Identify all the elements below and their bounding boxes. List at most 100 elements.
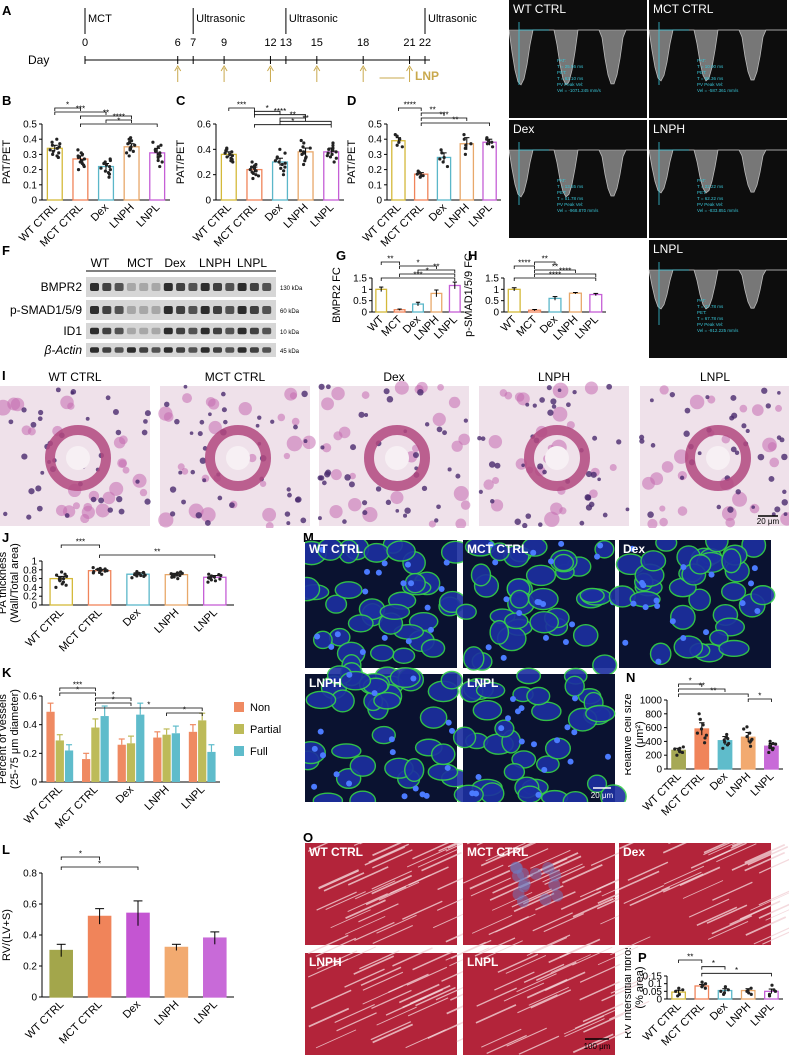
he-nucleus bbox=[436, 426, 443, 433]
sig-bracket bbox=[54, 111, 107, 115]
muscle-fiber-gap bbox=[406, 966, 448, 986]
sig-label: * bbox=[66, 101, 69, 110]
he-nucleus bbox=[301, 390, 308, 398]
data-point bbox=[445, 164, 450, 169]
western-blot-panel: WT MCT Dex LNPH LNPL BMPR2 130 kDa p-SMAD1/5/9 6… bbox=[0, 255, 330, 365]
sig-label: * bbox=[426, 267, 429, 276]
bar bbox=[117, 744, 126, 782]
cardiomyocyte bbox=[420, 638, 446, 658]
muscle-fiber-gap bbox=[523, 963, 565, 984]
timeline-tick-label: 7 bbox=[190, 37, 196, 49]
sig-label: * bbox=[76, 686, 79, 695]
he-tissue bbox=[650, 472, 664, 486]
he-nucleus bbox=[768, 475, 775, 482]
blot-band bbox=[90, 327, 99, 335]
panel-letter-g: G bbox=[336, 248, 347, 263]
echo-readout: PV Peak Vel: bbox=[557, 82, 583, 87]
data-point bbox=[160, 160, 164, 164]
data-point bbox=[280, 162, 284, 167]
chart-n-cell-size: 0 200 400 600 800 1000 Relative cell size(μm²)… bbox=[625, 677, 783, 818]
muscle-fiber-gap bbox=[353, 955, 395, 975]
he-nucleus bbox=[202, 478, 207, 483]
blot-band bbox=[225, 347, 235, 353]
he-nucleus bbox=[537, 463, 544, 470]
sig-bracket bbox=[398, 107, 422, 111]
y-axis-label: RV interstitial fibrosis bbox=[625, 948, 634, 1039]
data-point bbox=[96, 567, 100, 571]
muscle-fiber-gap bbox=[345, 916, 386, 935]
data-point bbox=[485, 142, 490, 146]
data-point bbox=[678, 746, 682, 750]
muscle-fiber-gap bbox=[618, 870, 660, 891]
data-point bbox=[50, 140, 54, 144]
muscle-fiber-gap bbox=[729, 905, 770, 925]
muscle-fiber-gap bbox=[486, 1034, 527, 1055]
data-point bbox=[137, 571, 141, 575]
data-point bbox=[212, 575, 216, 579]
muscle-fiber-gap bbox=[601, 982, 642, 1002]
if-nucleus bbox=[751, 565, 758, 572]
data-point bbox=[57, 577, 62, 582]
vessel-lumen bbox=[226, 446, 250, 470]
y-tick-label: 0 bbox=[361, 308, 367, 319]
data-point bbox=[673, 747, 677, 751]
panel-letter-m: M bbox=[303, 530, 314, 545]
he-nucleus bbox=[546, 385, 552, 391]
lnp-arrow-head bbox=[406, 65, 413, 72]
cardiomyocyte bbox=[470, 563, 492, 587]
he-tissue bbox=[428, 520, 436, 528]
muscle-fiber-gap bbox=[535, 961, 577, 981]
muscle-fiber-gap bbox=[316, 891, 357, 911]
y-tick-label: 0.8 bbox=[23, 869, 37, 880]
y-tick-label: 1.5 bbox=[485, 274, 499, 285]
he-tissue bbox=[208, 398, 220, 410]
cardiomyocyte bbox=[689, 554, 712, 575]
muscle-fiber-gap bbox=[550, 954, 591, 973]
data-point bbox=[99, 166, 103, 170]
y-tick-label: 1.5 bbox=[353, 274, 367, 285]
he-nucleus bbox=[325, 384, 331, 390]
echo-readout: T = 22.22 ms bbox=[697, 184, 724, 189]
he-nucleus bbox=[566, 402, 571, 408]
he-nucleus bbox=[730, 394, 737, 401]
sig-label: ** bbox=[699, 682, 705, 691]
if-nucleus bbox=[346, 671, 353, 678]
if-nucleus bbox=[475, 774, 482, 781]
data-point bbox=[677, 992, 681, 996]
he-panel: WT CTRL MCT CTRL Dex LNPH LNPL 20 μm bbox=[0, 368, 789, 530]
muscle-fiber-gap bbox=[711, 914, 753, 935]
he-tissue bbox=[751, 404, 764, 416]
he-tissue bbox=[113, 436, 126, 449]
data-point bbox=[135, 569, 139, 574]
echo-readout: PV Peak Vel: bbox=[697, 322, 723, 327]
echo-readout: PET: bbox=[697, 190, 707, 195]
collagen bbox=[539, 893, 552, 906]
he-tissue bbox=[780, 512, 789, 526]
y-tick-label: 0.4 bbox=[23, 931, 37, 942]
muscle-fiber-gap bbox=[315, 1029, 357, 1049]
y-tick-label: 0.4 bbox=[197, 145, 211, 156]
data-point bbox=[129, 136, 133, 140]
data-point bbox=[104, 163, 109, 167]
bar bbox=[87, 915, 112, 998]
muscle-fiber-gap bbox=[495, 913, 536, 933]
he-nucleus bbox=[28, 488, 35, 495]
data-point bbox=[299, 138, 303, 143]
data-point bbox=[464, 143, 468, 147]
he-nucleus bbox=[579, 520, 585, 526]
panel-letter-k: K bbox=[2, 665, 12, 680]
he-tissue bbox=[659, 385, 669, 395]
he-nucleus bbox=[705, 395, 710, 400]
collagen bbox=[509, 861, 522, 874]
blot-band bbox=[163, 347, 173, 353]
bar bbox=[717, 740, 733, 770]
he-tissue bbox=[248, 453, 257, 463]
y-tick-label: 0.6 bbox=[23, 900, 37, 911]
if-nucleus bbox=[334, 631, 341, 638]
lane-label: WT bbox=[91, 256, 110, 270]
sig-bracket bbox=[166, 712, 203, 716]
legend-swatch bbox=[234, 724, 244, 734]
blot-band bbox=[188, 327, 198, 335]
legend-swatch bbox=[234, 702, 244, 712]
blot-band bbox=[176, 327, 186, 335]
